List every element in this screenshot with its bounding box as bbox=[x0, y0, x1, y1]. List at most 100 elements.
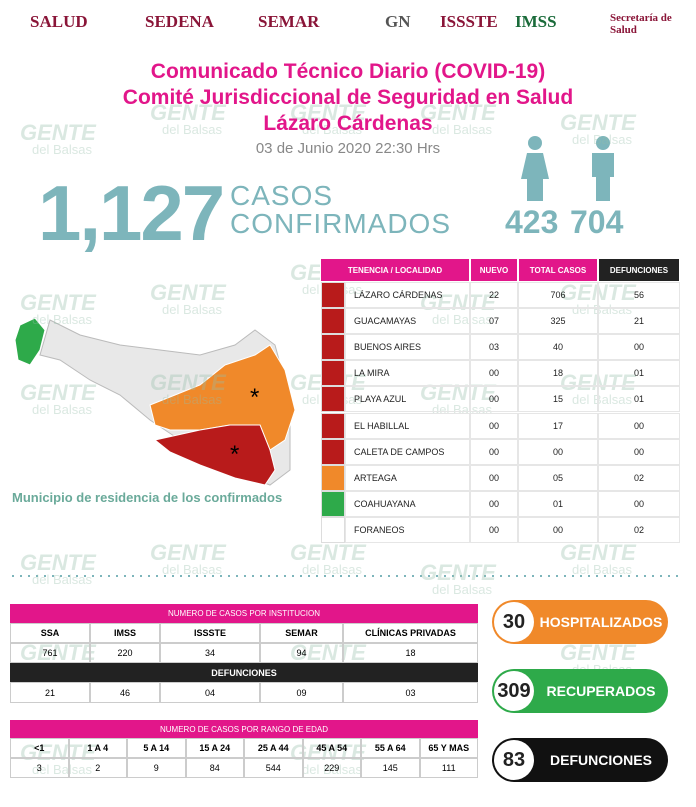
watermark: GENTE bbox=[420, 560, 496, 585]
logo: GN bbox=[385, 12, 411, 31]
table-cell: 00 bbox=[470, 360, 518, 387]
women-count: 423 bbox=[505, 204, 559, 240]
table-cell: 09 bbox=[260, 682, 343, 703]
logo: Secretaría de Salud bbox=[610, 12, 672, 36]
watermark: del Balsas bbox=[32, 312, 92, 327]
table-cell: 22 bbox=[470, 282, 518, 308]
title: Lázaro Cárdenas bbox=[263, 112, 433, 135]
status-color bbox=[321, 360, 345, 387]
table-cell: 145 bbox=[361, 758, 420, 778]
table-cell: 05 bbox=[518, 464, 598, 491]
table-cell: 02 bbox=[598, 516, 680, 543]
watermark: GENTE bbox=[150, 100, 226, 125]
summary-label: DEFUNCIONES bbox=[550, 752, 652, 768]
logo: ISSSTE bbox=[440, 12, 498, 31]
table-cell: 00 bbox=[598, 438, 680, 465]
watermark: GENTE bbox=[420, 290, 496, 315]
table-cell: 00 bbox=[598, 490, 680, 517]
table-cell: 01 bbox=[598, 386, 680, 413]
confirmed-total: 1,127 bbox=[38, 169, 225, 257]
watermark: del Balsas bbox=[432, 122, 492, 137]
table-cell: 56 bbox=[598, 282, 680, 308]
watermark: GENTE bbox=[290, 100, 366, 125]
table-cell: 46 bbox=[90, 682, 160, 703]
table-cell: 9 bbox=[127, 758, 186, 778]
column-header: 15 A 24 bbox=[185, 738, 244, 758]
watermark: GENTE bbox=[560, 110, 636, 135]
table-cell: 34 bbox=[160, 643, 260, 663]
column-header: SSA bbox=[10, 623, 90, 643]
column-header: 25 A 44 bbox=[244, 738, 303, 758]
watermark: GENTE bbox=[290, 640, 366, 665]
watermark: del Balsas bbox=[32, 142, 92, 157]
table-cell: 00 bbox=[470, 464, 518, 491]
table-cell: 00 bbox=[598, 412, 680, 439]
table-cell: 2 bbox=[68, 758, 127, 778]
table-cell: BUENOS AIRES bbox=[345, 334, 470, 361]
table-cell: COAHUAYANA bbox=[345, 490, 470, 517]
column-header: 45 A 54 bbox=[302, 738, 361, 758]
column-header: 5 A 14 bbox=[127, 738, 186, 758]
table-cell: GUACAMAYAS bbox=[345, 308, 470, 335]
table-cell: 111 bbox=[419, 758, 478, 778]
watermark: GENTE bbox=[20, 290, 96, 315]
status-color bbox=[321, 412, 345, 439]
status-color bbox=[321, 516, 345, 543]
men-count: 704 bbox=[570, 204, 624, 240]
table-cell: 94 bbox=[260, 643, 343, 663]
table-cell: 04 bbox=[160, 682, 260, 703]
column-header: SEMAR bbox=[260, 623, 343, 643]
watermark: del Balsas bbox=[32, 572, 92, 587]
asterisk: * bbox=[250, 384, 259, 411]
table-cell: 761 bbox=[10, 643, 90, 663]
status-color bbox=[321, 438, 345, 465]
watermark: GENTE bbox=[20, 120, 96, 145]
table-cell: 00 bbox=[518, 438, 598, 465]
watermark: del Balsas bbox=[432, 582, 492, 597]
status-color bbox=[321, 334, 345, 361]
watermark: GENTE bbox=[290, 540, 366, 565]
table-subtitle: DEFUNCIONES bbox=[10, 663, 478, 682]
logo: IMSS bbox=[515, 12, 557, 31]
table-cell: 40 bbox=[518, 334, 598, 361]
asterisk: * bbox=[230, 441, 239, 468]
watermark: GENTE bbox=[20, 740, 96, 765]
table-cell: 229 bbox=[302, 758, 361, 778]
map: * * bbox=[14, 317, 296, 486]
table-cell: 84 bbox=[185, 758, 244, 778]
table-title: NUMERO DE CASOS POR INSTITUCION bbox=[10, 604, 478, 623]
logo: SEMAR bbox=[258, 12, 320, 31]
column-header: 1 A 4 bbox=[68, 738, 127, 758]
table-cell: 18 bbox=[343, 643, 478, 663]
table-cell: EL HABILLAL bbox=[345, 412, 470, 439]
table-cell: CALETA DE CAMPOS bbox=[345, 438, 470, 465]
watermark: del Balsas bbox=[572, 562, 632, 577]
table-cell: 03 bbox=[343, 682, 478, 703]
table-cell: 3 bbox=[10, 758, 69, 778]
table-cell: 325 bbox=[518, 308, 598, 335]
table-cell: 15 bbox=[518, 386, 598, 413]
watermark: GENTE bbox=[150, 370, 226, 395]
summary-value: 83 bbox=[494, 740, 534, 780]
watermark: GENTE bbox=[560, 640, 636, 665]
summary-value: 30 bbox=[494, 602, 534, 642]
column-header: IMSS bbox=[90, 623, 160, 643]
table-cell: ARTEAGA bbox=[345, 464, 470, 491]
table-cell: LÁZARO CÁRDENAS bbox=[345, 282, 470, 308]
column-header: 65 Y MAS bbox=[419, 738, 478, 758]
map-caption: Municipio de residencia de los confirmad… bbox=[12, 490, 283, 505]
watermark: GENTE bbox=[560, 540, 636, 565]
watermark: del Balsas bbox=[32, 762, 92, 777]
watermark: GENTE bbox=[420, 100, 496, 125]
watermark: GENTE bbox=[420, 380, 496, 405]
table-cell: 706 bbox=[518, 282, 598, 308]
table-cell: 00 bbox=[470, 516, 518, 543]
table-cell: LA MIRA bbox=[345, 360, 470, 387]
status-color bbox=[321, 490, 345, 517]
column-header: <1 bbox=[10, 738, 69, 758]
column-header: 55 A 64 bbox=[361, 738, 420, 758]
table-header: TOTAL CASOS bbox=[518, 258, 598, 282]
watermark: del Balsas bbox=[572, 132, 632, 147]
